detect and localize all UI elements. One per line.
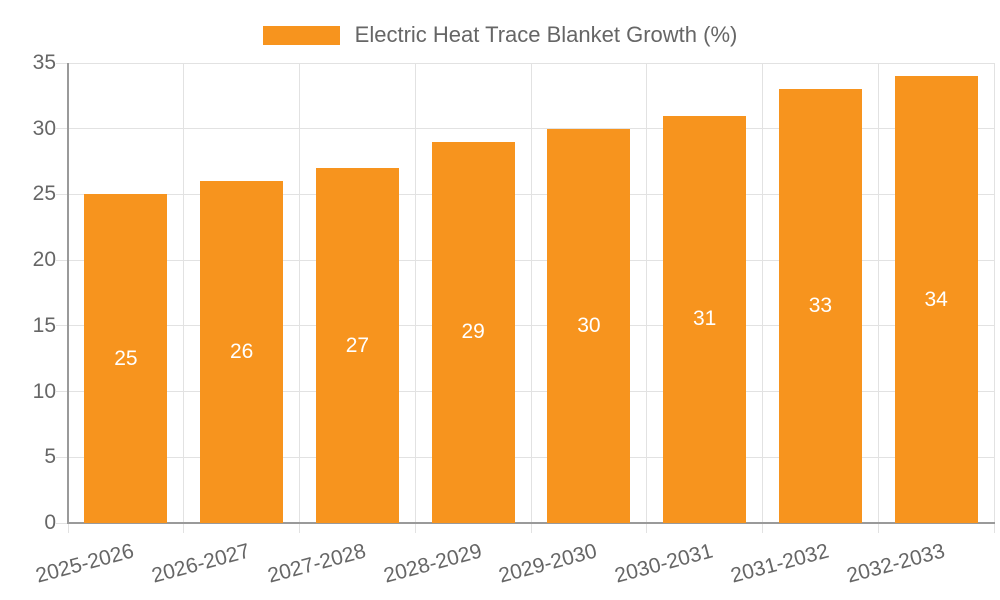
bar[interactable] (200, 181, 284, 523)
x-tick-mark (877, 524, 879, 533)
y-tick-mark (56, 62, 67, 64)
x-gridline (299, 63, 300, 523)
y-tick-mark (56, 259, 67, 261)
x-category-label: 2029-2030 (496, 539, 600, 588)
bar[interactable] (894, 76, 978, 523)
x-tick-mark (67, 524, 69, 533)
legend-item[interactable]: Electric Heat Trace Blanket Growth (%) (0, 22, 1000, 48)
x-category-label: 2030-2031 (612, 539, 716, 588)
x-tick-mark (762, 524, 763, 533)
x-gridline (530, 63, 532, 523)
x-category-label: 2026-2027 (149, 539, 253, 588)
x-category-label: 2025-2026 (33, 539, 137, 588)
x-tick-mark (646, 524, 648, 533)
y-tick-label: 0 (44, 511, 56, 534)
x-tick-mark (414, 524, 416, 533)
y-tick-mark (56, 128, 67, 130)
legend-label: Electric Heat Trace Blanket Growth (%) (354, 22, 738, 47)
y-tick-label: 10 (32, 379, 56, 403)
y-axis-line (67, 63, 69, 523)
y-tick-label: 20 (32, 248, 56, 272)
legend-swatch-icon (262, 25, 340, 45)
x-category-label: 2028-2029 (381, 539, 484, 588)
y-tick-mark (56, 391, 67, 393)
x-gridline (762, 63, 763, 523)
x-axis-line (67, 522, 995, 524)
x-category-label: 2032-2033 (844, 539, 947, 588)
y-tick-label: 25 (32, 182, 56, 206)
x-gridline (646, 63, 648, 523)
y-tick-mark (56, 456, 67, 458)
plot-area: 0 5 10 15 20 25 30 35 25 2025-2026 26 2026-2027 27 20… (33, 52, 995, 588)
x-tick-mark (993, 524, 995, 533)
x-gridline (183, 63, 185, 523)
bar[interactable] (84, 194, 168, 523)
x-tick-mark (530, 524, 532, 533)
y-tick-label: 30 (32, 116, 56, 140)
bar[interactable] (778, 89, 862, 523)
y-tick-mark (56, 522, 67, 524)
y-tick-label: 15 (32, 313, 56, 337)
y-tick-label: 5 (44, 445, 56, 469)
x-gridline (993, 63, 995, 523)
x-tick-mark (299, 524, 300, 533)
x-gridline (414, 63, 416, 523)
x-tick-mark (183, 524, 185, 533)
x-category-label: 2031-2032 (728, 539, 832, 588)
bar[interactable] (315, 168, 399, 523)
bar[interactable] (547, 128, 631, 523)
bar[interactable] (431, 141, 515, 523)
x-category-label: 2027-2028 (265, 539, 369, 588)
y-tick-mark (56, 325, 67, 327)
x-gridline (877, 63, 879, 523)
y-tick-mark (56, 193, 67, 195)
bar[interactable] (663, 115, 747, 523)
y-tick-label: 35 (32, 51, 56, 74)
